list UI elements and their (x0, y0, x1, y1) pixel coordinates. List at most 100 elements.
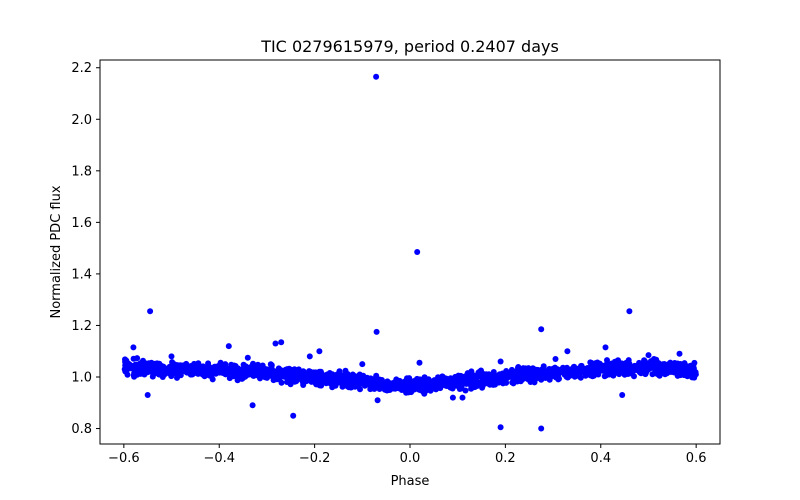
data-point (190, 363, 197, 370)
outlier-point (459, 394, 466, 401)
data-point (564, 369, 571, 376)
outlier-point (676, 350, 683, 357)
outlier-point (619, 392, 626, 398)
data-point (431, 378, 438, 385)
data-point (184, 369, 190, 376)
data-point (442, 380, 448, 387)
data-point (530, 370, 537, 377)
data-point (170, 369, 177, 375)
data-point (447, 382, 454, 389)
data-point (671, 360, 678, 366)
data-point (177, 362, 184, 369)
data-point (289, 376, 296, 383)
data-point (609, 368, 616, 375)
data-point (691, 359, 698, 366)
data-point (185, 363, 192, 370)
data-point (284, 379, 290, 385)
data-point (472, 377, 479, 383)
data-point (329, 384, 336, 391)
outlier-point (306, 353, 313, 360)
data-point (138, 367, 145, 374)
x-tick-label: 0.2 (495, 451, 516, 466)
outlier-point (416, 359, 423, 366)
data-point (448, 377, 454, 384)
data-point (592, 371, 599, 378)
data-point (480, 376, 487, 383)
data-point (678, 366, 684, 373)
data-point (179, 367, 186, 374)
data-point (130, 355, 137, 362)
data-point (231, 362, 238, 369)
data-point (640, 363, 647, 370)
outlier-point (645, 352, 652, 359)
data-point (661, 362, 668, 369)
data-point (471, 384, 478, 391)
data-points-layer (121, 73, 699, 432)
outlier-point (421, 390, 428, 397)
data-point (250, 360, 256, 367)
x-axis: −0.6 −0.4 −0.2 0.0 0.2 0.4 0.6 (108, 444, 706, 466)
outlier-point (552, 356, 559, 362)
outlier-point (374, 397, 381, 404)
outlier-point (538, 425, 545, 432)
data-point (152, 360, 159, 367)
data-point (462, 387, 469, 394)
outlier-point (130, 344, 137, 351)
data-point (373, 372, 380, 379)
data-point (299, 374, 306, 381)
y-axis-label: Normalized PDC flux (49, 185, 64, 318)
data-point (174, 374, 180, 381)
data-point (403, 378, 410, 385)
data-point (269, 373, 275, 380)
data-point (540, 363, 547, 370)
data-point (554, 371, 561, 378)
data-point (486, 374, 493, 381)
x-tick-label: 0.6 (686, 451, 707, 466)
data-point (516, 369, 523, 375)
outlier-point (144, 392, 151, 398)
data-point (654, 365, 661, 372)
chart-title: TIC 0279615979, period 0.2407 days (260, 37, 559, 56)
data-point (270, 368, 277, 374)
data-point (370, 380, 377, 387)
data-point (265, 368, 272, 375)
data-point (133, 368, 139, 375)
data-point (510, 373, 517, 380)
y-axis: 0.8 1.0 1.2 1.4 1.6 1.8 2.0 2.2 (71, 61, 100, 437)
data-point (406, 384, 413, 391)
outlier-point (290, 412, 297, 419)
data-point (225, 369, 232, 376)
outlier-point (168, 353, 175, 360)
outlier-point (373, 328, 380, 335)
data-point (525, 375, 531, 382)
data-point (254, 361, 261, 368)
data-point (395, 383, 402, 389)
data-point (588, 359, 595, 366)
data-point (417, 378, 424, 385)
data-point (339, 380, 346, 386)
data-point (548, 373, 555, 379)
x-tick-label: 0.4 (590, 451, 611, 466)
data-point (217, 366, 224, 373)
data-point (336, 368, 343, 375)
data-point (605, 369, 612, 375)
outlier-point (373, 73, 380, 80)
x-tick-label: 0.0 (400, 451, 421, 466)
x-tick-label: −0.6 (108, 451, 140, 466)
outlier-point (225, 343, 232, 350)
data-point (582, 372, 589, 379)
y-tick-label: 1.8 (71, 164, 92, 179)
data-point (439, 373, 446, 380)
data-point (586, 366, 593, 373)
data-point (408, 389, 415, 396)
data-point (356, 371, 363, 378)
data-point (370, 385, 377, 392)
data-point (128, 364, 134, 371)
data-point (124, 371, 131, 378)
data-point (253, 372, 260, 379)
outlier-point (564, 348, 571, 355)
outlier-point (449, 394, 456, 401)
data-point (264, 374, 270, 381)
